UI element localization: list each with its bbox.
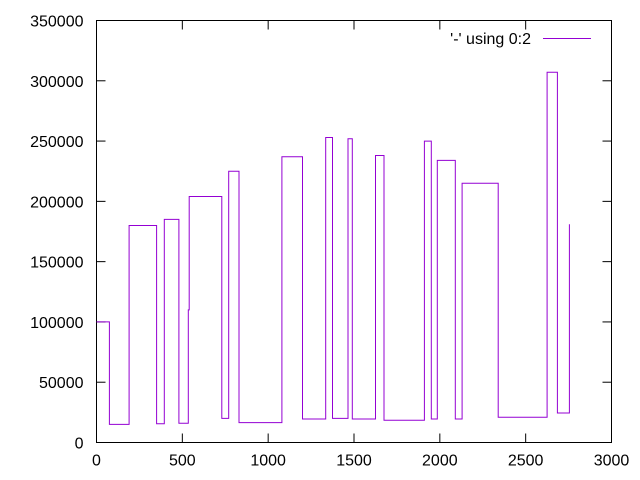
y-tick-label: 300000 xyxy=(30,74,83,91)
y-tick-label: 0 xyxy=(75,436,84,453)
y-tick-label: 200000 xyxy=(30,194,83,211)
series-line xyxy=(96,71,570,425)
x-tick-label: 2500 xyxy=(508,453,544,470)
x-tick-label: 1000 xyxy=(250,453,286,470)
axis-tick-labels: 0 500 1000 1500 2000 2500 3000 0 50000 100000 1500… xyxy=(30,14,629,470)
x-tick-label: 500 xyxy=(169,453,196,470)
x-tick-label: 3000 xyxy=(594,453,630,470)
y-tick-label: 250000 xyxy=(30,134,83,151)
x-tick-label: 1500 xyxy=(336,453,372,470)
legend-label: '-' using 0:2 xyxy=(450,31,531,48)
y-tick-label: 50000 xyxy=(39,375,84,392)
x-tick-label: 2000 xyxy=(422,453,458,470)
x-tick-label: 0 xyxy=(92,453,101,470)
legend: '-' using 0:2 xyxy=(450,31,591,48)
y-tick-label: 350000 xyxy=(30,14,83,31)
series-layer xyxy=(96,71,570,425)
plot-frame xyxy=(96,20,612,443)
axis-ticks xyxy=(96,20,612,443)
y-tick-label: 100000 xyxy=(30,315,83,332)
y-tick-label: 150000 xyxy=(30,255,83,272)
